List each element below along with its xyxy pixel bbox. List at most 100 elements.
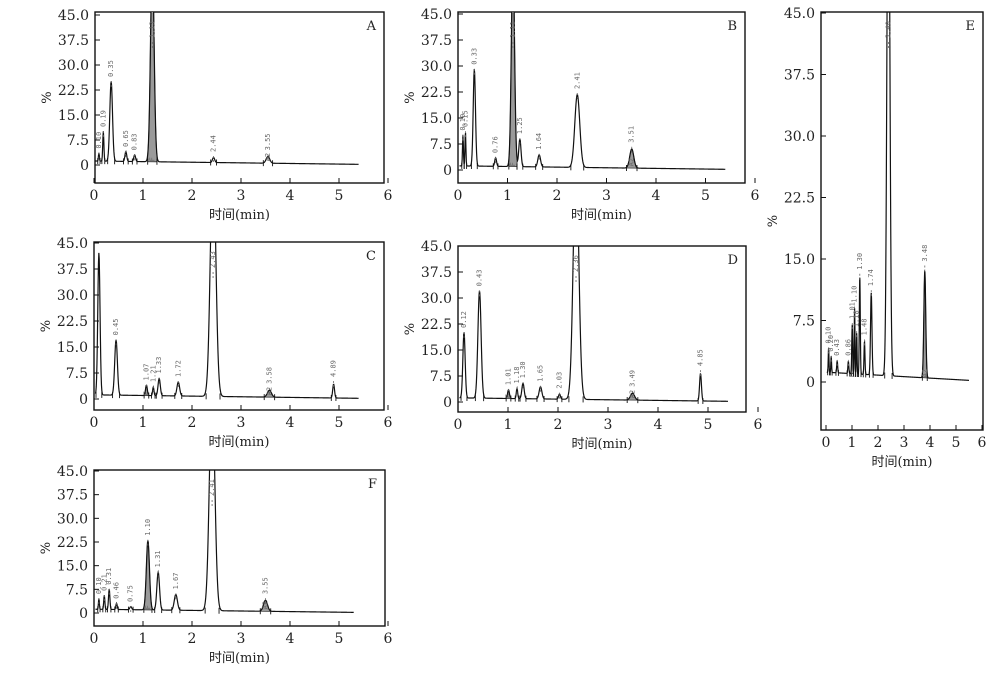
y-tick-label: 30.0 (57, 511, 88, 527)
y-axis-label: % (40, 91, 55, 103)
y-tick-label: 0 (79, 606, 88, 622)
y-tick-label: 15.0 (421, 111, 452, 127)
x-tick-label: 1 (848, 435, 857, 451)
peak-rt-label: 1.65 (537, 365, 545, 382)
peak-rt-label: 3.48 (921, 245, 929, 262)
peak-rt-label: 1.01 (848, 302, 856, 319)
peak-rt-label: 0.31 (105, 568, 113, 585)
y-tick-label: 0 (79, 392, 88, 408)
x-tick-label: 3 (237, 188, 246, 204)
peak-rt-label: 0.46 (113, 582, 121, 599)
peak-rt-label: 2.43 (209, 251, 217, 268)
panel-label: C (366, 249, 376, 264)
peak-rt-label: 1.21 (149, 365, 157, 382)
trace-group (459, 246, 729, 404)
trace-group (826, 12, 970, 381)
peak-tag: F (148, 157, 156, 161)
panel-D: 0 7.5 15.0 22.5 30.0 37.5 45.0 0 1 2 3 4 5 6 时间(min)% D… (403, 239, 763, 452)
peak-rt-label: 0.76 (492, 136, 500, 153)
peak-rt-label: 0.65 (122, 130, 130, 147)
peak-tag: F (509, 162, 517, 166)
x-tick-label: 0 (90, 188, 99, 204)
x-tick-label: 0 (90, 415, 99, 431)
peak-rt-label: 2.44 (210, 135, 218, 152)
peak-rt-label: 0.10 (95, 132, 103, 149)
chromatogram-trace (95, 12, 359, 165)
peak-rt-label: 2.40 (884, 21, 892, 38)
chromatogram-trace (94, 242, 359, 399)
x-tick-label: 6 (978, 435, 987, 451)
peak-rt-label: 0.21 (100, 574, 108, 591)
peak-tag: A2 (921, 369, 929, 377)
y-tick-label: 37.5 (784, 68, 815, 84)
panel-label: D (728, 253, 738, 268)
x-tick-label: 6 (384, 415, 393, 431)
x-tick-label: 1 (139, 415, 148, 431)
peak-rt-label: 2.41 (573, 72, 581, 89)
peak-rt-label: 1.72 (174, 360, 182, 377)
x-axis-label: 时间(min) (571, 437, 632, 452)
peak-rt-label: 1.10 (144, 519, 152, 536)
y-tick-label: 22.5 (421, 317, 452, 333)
peak-rt-label: 1.30 (856, 253, 864, 270)
y-axis-label: % (766, 215, 781, 227)
x-tick-label: 3 (237, 415, 246, 431)
chromatogram-trace (459, 246, 729, 402)
peak-rt-label: 1.10 (851, 286, 859, 303)
x-tick-label: 2 (553, 188, 562, 204)
peak-rt-label: 1.01 (505, 368, 513, 385)
x-axis-label: 时间(min) (209, 208, 270, 223)
peak-tag: A2 (264, 153, 272, 161)
chromatogram-trace (826, 12, 970, 381)
peak-rt-label: 1.13 (148, 21, 156, 38)
y-axis-label: % (403, 323, 418, 335)
peak-rt-label: 4.89 (330, 360, 338, 377)
y-tick-label: 37.5 (421, 33, 452, 49)
y-axis-label: % (403, 91, 418, 103)
y-tick-label: 45.0 (57, 236, 88, 252)
plot-frame (457, 245, 747, 413)
x-tick-label: 3 (602, 188, 611, 204)
y-tick-label: 22.5 (57, 314, 88, 330)
x-tick-label: 5 (335, 188, 344, 204)
peak-rt-label: 1.48 (860, 319, 868, 336)
x-tick-label: 5 (952, 435, 961, 451)
y-tick-label: 7.5 (66, 366, 88, 382)
x-axis-label: 时间(min) (871, 455, 932, 470)
peak-rt-label: 1.74 (867, 269, 875, 286)
plot-frame (94, 11, 385, 184)
x-tick-label: 0 (454, 417, 463, 433)
x-tick-label: 2 (874, 435, 883, 451)
x-tick-label: 1 (504, 417, 513, 433)
plot-frame (93, 241, 385, 411)
trace-group (94, 242, 359, 402)
x-tick-label: 1 (139, 188, 148, 204)
peak-rt-label: 0.15 (461, 110, 469, 127)
y-tick-label: 37.5 (57, 262, 88, 278)
y-tick-label: 30.0 (58, 58, 89, 74)
x-tick-label: 4 (286, 631, 295, 647)
x-tick-label: 0 (454, 188, 463, 204)
x-tick-label: 0 (822, 435, 831, 451)
panel-C: 0 7.5 15.0 22.5 30.0 37.5 45.0 0 1 2 3 4 5 6 时间(min)% C… (39, 236, 393, 450)
x-tick-label: 6 (751, 188, 760, 204)
y-tick-label: 37.5 (57, 488, 88, 504)
x-tick-label: 1 (139, 631, 148, 647)
y-tick-label: 15.0 (58, 108, 89, 124)
x-tick-label: 2 (554, 417, 563, 433)
peak-rt-label: 2.41 (208, 479, 216, 496)
peak-tag: F (505, 394, 513, 398)
y-tick-label: 0 (80, 158, 89, 174)
x-tick-label: 6 (384, 631, 393, 647)
trace-group (95, 470, 354, 615)
panel-E: 0 7.5 15.0 22.5 30.0 37.5 45.0 0 1 2 3 4 5 6 时间(min)% E… (766, 6, 987, 470)
plot-frame (93, 469, 386, 627)
peak-rt-label: 2.03 (556, 372, 564, 389)
y-tick-label: 22.5 (58, 83, 89, 99)
chromatogram-trace (459, 12, 726, 170)
x-tick-label: 0 (90, 631, 99, 647)
peak-rt-label: 2.36 (572, 255, 580, 272)
x-tick-label: 3 (237, 631, 246, 647)
y-tick-label: 15.0 (421, 343, 452, 359)
peak-rt-label: 1.30 (519, 361, 527, 378)
